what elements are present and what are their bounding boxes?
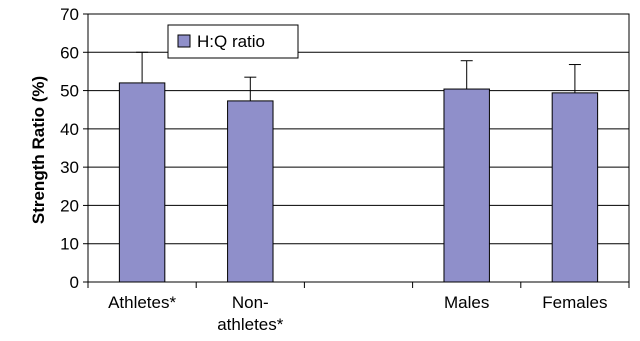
- x-category-label: Athletes*: [108, 293, 176, 312]
- x-category-label: athletes*: [217, 315, 284, 334]
- y-tick-label: 10: [60, 235, 79, 254]
- y-tick-label: 40: [60, 120, 79, 139]
- y-tick-label: 30: [60, 158, 79, 177]
- bar: [552, 93, 597, 282]
- y-axis-title: Strength Ratio (%): [29, 76, 48, 224]
- y-tick-label: 60: [60, 43, 79, 62]
- bar: [444, 89, 489, 282]
- y-tick-label: 0: [70, 273, 79, 292]
- legend-swatch: [178, 35, 190, 47]
- x-category-label: Non-: [232, 293, 269, 312]
- legend: H:Q ratio: [168, 25, 298, 58]
- legend-label: H:Q ratio: [197, 32, 265, 51]
- bar: [119, 83, 164, 282]
- y-tick-label: 50: [60, 82, 79, 101]
- x-category-label: Females: [542, 293, 607, 312]
- x-category-label: Males: [444, 293, 489, 312]
- bar: [228, 101, 273, 282]
- y-tick-label: 70: [60, 5, 79, 24]
- y-tick-label: 20: [60, 196, 79, 215]
